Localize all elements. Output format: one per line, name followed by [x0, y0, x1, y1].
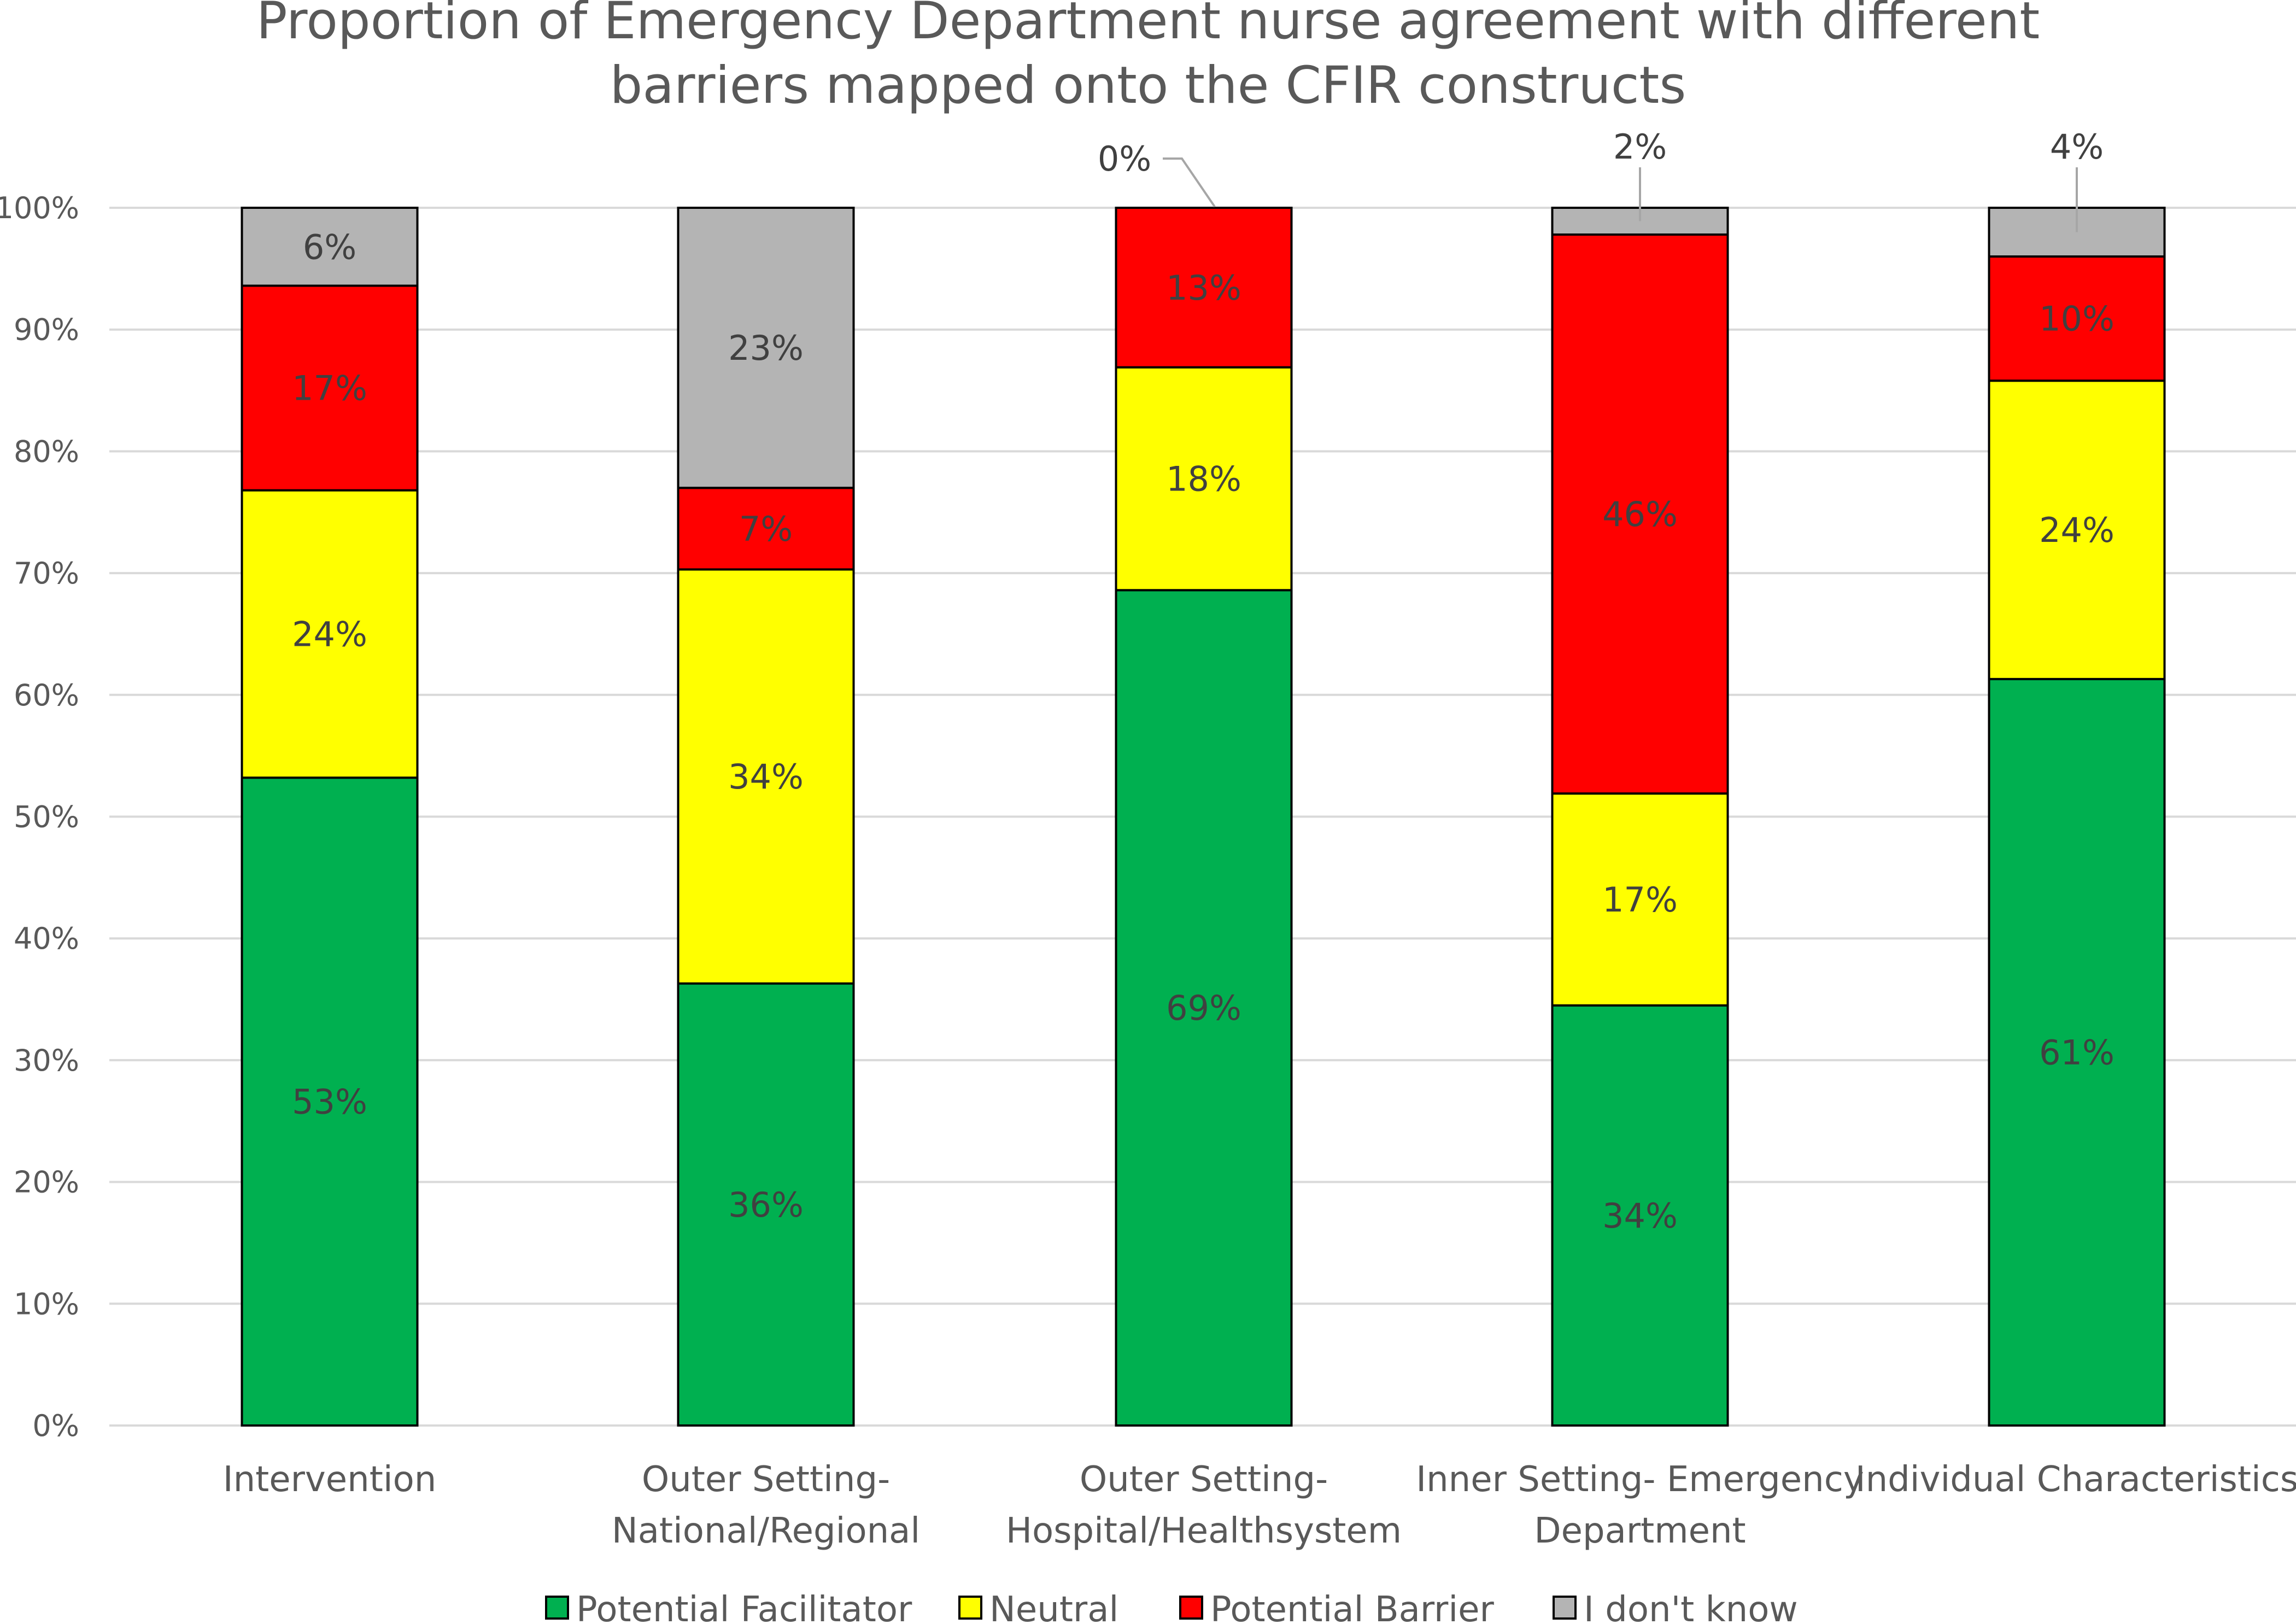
- legend-label: I don't know: [1584, 1590, 1798, 1624]
- bar-segment: [677, 207, 855, 489]
- leader-line: [1163, 157, 1216, 208]
- bar-segment: [1988, 255, 2166, 382]
- data-label: 23%: [728, 328, 804, 368]
- bar-segment: [241, 776, 419, 1427]
- bar-segment: [1988, 677, 2166, 1427]
- legend: Potential Facilitator Neutral Potential Ba…: [545, 1590, 1798, 1624]
- y-tick-label: 0%: [32, 1409, 79, 1443]
- legend-label: Neutral: [989, 1590, 1118, 1624]
- x-category-label: National/Regional: [612, 1511, 920, 1551]
- chart-title-line: barriers mapped onto the CFIR constructs: [610, 56, 1686, 115]
- data-label: 13%: [1166, 268, 1241, 308]
- data-label: 6%: [303, 227, 356, 267]
- y-tick-label: 90%: [14, 313, 79, 347]
- legend-label: Potential Facilitator: [576, 1590, 912, 1624]
- data-label: 46%: [1602, 494, 1678, 534]
- y-tick-label: 40%: [14, 921, 79, 956]
- y-tick-label: 30%: [14, 1043, 79, 1078]
- data-label: 24%: [2039, 510, 2115, 550]
- y-tick-label: 20%: [14, 1165, 79, 1200]
- data-label: 53%: [292, 1082, 367, 1122]
- legend-swatch: [1553, 1596, 1577, 1620]
- bar-segment: [677, 982, 855, 1427]
- y-axis-ticks: 0% 10% 20% 30% 40% 50% 60% 70% 80% 90% 100%: [0, 191, 79, 1443]
- y-tick-label: 10%: [14, 1287, 79, 1321]
- legend-swatch: [545, 1596, 569, 1620]
- x-category-label: Intervention: [223, 1459, 437, 1500]
- chart-title-line: Proportion of Emergency Department nurse…: [256, 0, 2040, 51]
- bar-segment: [241, 207, 419, 287]
- data-label: 2%: [1613, 127, 1667, 167]
- data-label: 36%: [728, 1185, 804, 1225]
- x-category-label: Outer Setting-: [1080, 1459, 1328, 1500]
- x-category-label: Hospital/Healthsystem: [1006, 1511, 1402, 1551]
- data-label: 0%: [1098, 139, 1151, 179]
- legend-swatch: [958, 1596, 982, 1620]
- data-label: 17%: [1602, 880, 1678, 920]
- y-tick-label: 70%: [14, 556, 79, 591]
- bar-segment: [1115, 589, 1293, 1427]
- x-category-label: Inner Setting- Emergency: [1416, 1459, 1864, 1500]
- data-label: 7%: [739, 509, 793, 549]
- bar-segment: [1551, 1004, 1729, 1427]
- bar-segment: [1551, 792, 1729, 1007]
- data-labels: 53% 24% 17% 6% 36% 34% 7% 23% 69% 18% 13% 0% 34% 17% 4…: [292, 127, 2115, 1236]
- data-label: 10%: [2039, 299, 2115, 339]
- bar-segment: [1551, 233, 1729, 795]
- data-label: 18%: [1166, 459, 1241, 499]
- y-tick-label: 100%: [0, 191, 79, 225]
- chart-title: Proportion of Emergency Department nurse…: [256, 0, 2040, 115]
- bar-segment: [241, 489, 419, 779]
- x-category-label: Department: [1534, 1511, 1746, 1551]
- x-category-label: Individual Characteristics: [1855, 1459, 2296, 1500]
- data-label: 34%: [1602, 1196, 1678, 1236]
- bar-segment: [1115, 207, 1293, 369]
- y-tick-label: 80%: [14, 434, 79, 469]
- data-label: 4%: [2050, 127, 2104, 167]
- data-label: 61%: [2039, 1032, 2115, 1072]
- x-category-label: Outer Setting-: [642, 1459, 890, 1500]
- legend-swatch: [1179, 1596, 1203, 1620]
- bars: [241, 207, 2166, 1427]
- bar-segment: [1115, 366, 1293, 592]
- data-label: 17%: [292, 369, 367, 408]
- bar-segment: [1988, 379, 2166, 680]
- bar-segment: [241, 284, 419, 492]
- data-label: 34%: [728, 757, 804, 797]
- legend-label: Potential Barrier: [1210, 1590, 1495, 1624]
- y-tick-label: 60%: [14, 678, 79, 712]
- data-label: 24%: [292, 614, 367, 654]
- data-label: 69%: [1166, 988, 1241, 1028]
- x-axis-categories: Intervention Outer Setting- National/Regio…: [223, 1459, 2296, 1551]
- y-tick-label: 50%: [14, 800, 79, 834]
